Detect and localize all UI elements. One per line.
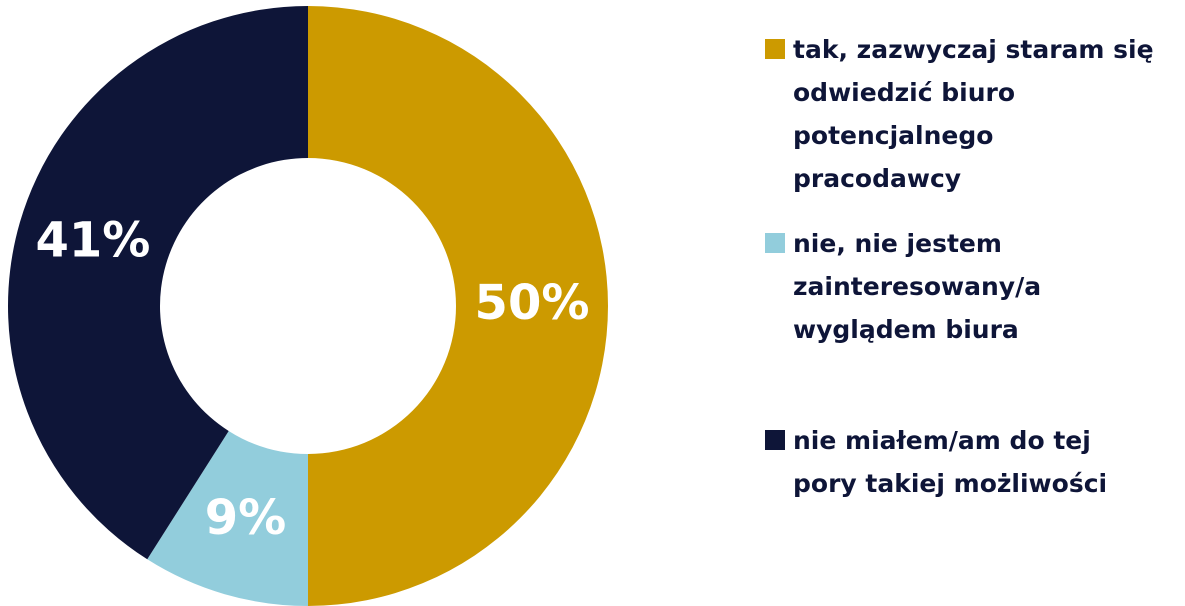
legend: tak, zazwyczaj staram się odwiedzić biur… (765, 28, 1185, 505)
legend-label: nie miałem/am do tej pory takiej możliwo… (793, 426, 1108, 498)
value-label: 50% (475, 275, 590, 331)
donut-slice (147, 430, 308, 606)
chart: 50% 9% 41% (7, 6, 608, 606)
legend-label: tak, zazwyczaj staram się odwiedzić biur… (793, 35, 1154, 193)
legend-label: nie, nie jestem zainteresowany/a wygląde… (793, 229, 1042, 344)
legend-swatch (765, 233, 785, 253)
legend-item: nie, nie jestem zainteresowany/a wygląde… (765, 222, 1185, 351)
donut-slice (308, 6, 608, 606)
legend-swatch (765, 430, 785, 450)
legend-item: tak, zazwyczaj staram się odwiedzić biur… (765, 28, 1185, 200)
value-label: 41% (35, 213, 150, 269)
legend-item: nie miałem/am do tej pory takiej możliwo… (765, 419, 1185, 505)
donut-slice (7, 6, 309, 560)
value-label: 9% (205, 490, 287, 546)
legend-swatch (765, 39, 785, 59)
